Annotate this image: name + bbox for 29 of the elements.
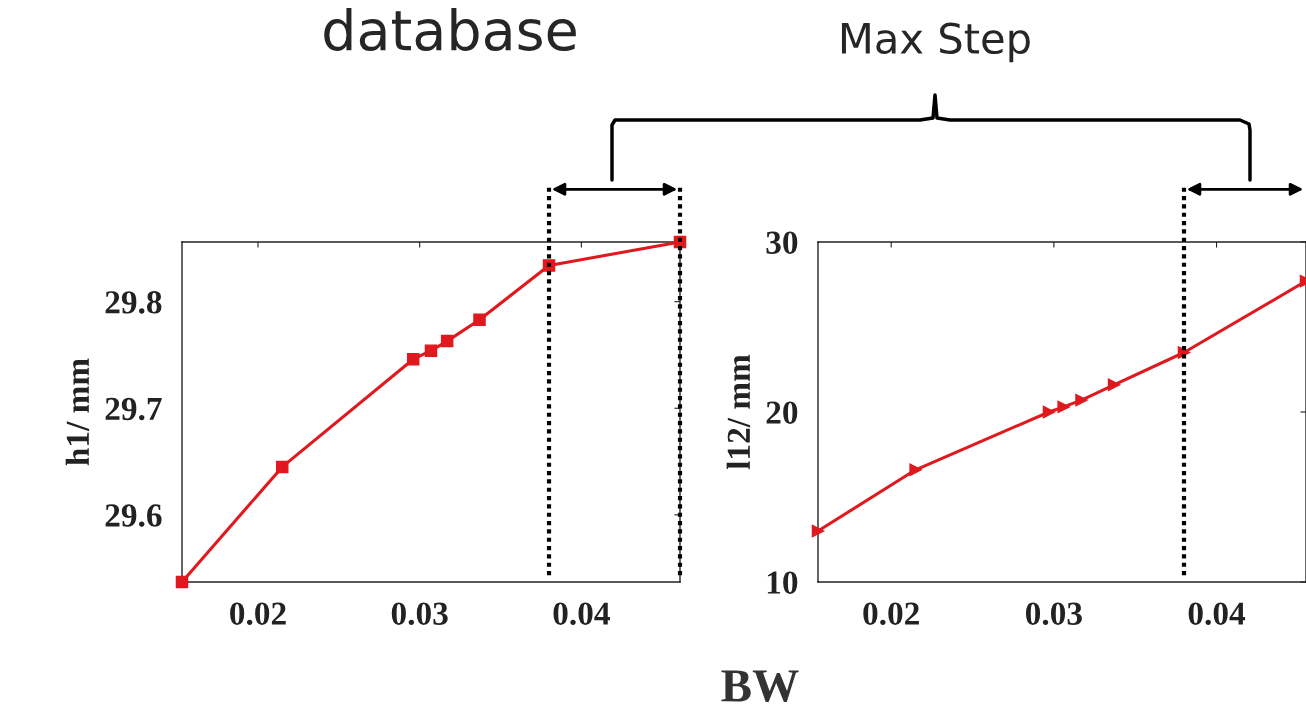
y-tick-label: 10 [767,571,798,594]
point [909,463,922,477]
y-tick-label: 30 [766,231,798,254]
point [275,460,289,474]
point [1042,405,1056,419]
point [1075,393,1088,407]
x-tick-label: 0.02 [863,602,919,626]
x-tick-label: 0.04 [553,602,610,626]
x-axis-title: BW [721,670,799,703]
x-tick-label: 0.04 [1188,602,1246,626]
point [175,575,189,589]
x-tick-label: 0.02 [230,602,286,626]
point [473,313,486,327]
point [1107,378,1121,392]
point [1057,400,1070,414]
text: database [324,8,576,51]
x-tick-label: 0.03 [391,602,448,626]
y-tick-label: 29.8 [105,291,162,314]
point [406,352,420,366]
point [440,334,454,348]
y-axis-title: l12/ mm [726,354,751,470]
y-axis-title: h1/ mm [65,358,90,466]
y-tick-label: 20 [766,401,798,424]
point [811,524,825,538]
y-tick-label: 29.6 [105,504,162,527]
text: Max Step [841,22,1030,63]
x-tick-label: 0.03 [1025,602,1082,626]
y-tick-label: 29.7 [105,397,162,421]
point [424,344,438,357]
